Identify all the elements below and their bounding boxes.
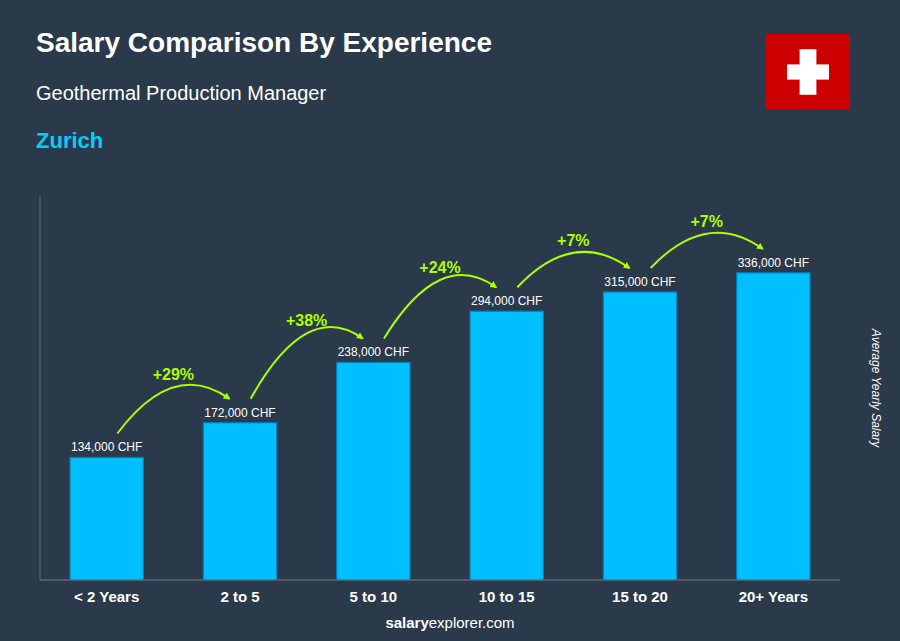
footer: salaryexplorer.com [385,614,514,631]
x-tick-label: 20+ Years [739,588,808,605]
bar [470,311,543,580]
chart: Salary Comparison By Experience Geotherma… [0,0,900,641]
y-axis-label: Average Yearly Salary [869,328,883,448]
data-label: 134,000 CHF [71,440,142,454]
growth-label: +38% [286,312,327,329]
data-label: 336,000 CHF [738,256,809,270]
x-tick-label: 15 to 20 [612,588,668,605]
x-axis-line [40,580,840,581]
city: Zurich [36,128,103,153]
x-tick-label: 10 to 15 [479,588,535,605]
bar [203,423,276,580]
growth-label: +7% [557,232,589,249]
bar [603,292,676,580]
footer-part: salary [385,614,429,631]
bars [70,273,810,580]
growth-label: +29% [153,366,194,383]
growth-arcs [117,233,762,434]
title: Salary Comparison By Experience [36,27,492,58]
flag-field [766,34,850,110]
data-label: 172,000 CHF [204,406,275,420]
bar [70,457,143,580]
growth-arc [517,252,629,287]
growth-arc [251,327,363,399]
footer-part: explorer.com [429,614,515,631]
x-tick-label: 5 to 10 [350,588,398,605]
bar [337,362,410,580]
x-tick-label: 2 to 5 [220,588,259,605]
growth-label: +24% [419,259,460,276]
growth-label: +7% [690,213,722,230]
bar [737,273,810,580]
growth-arc [384,275,496,338]
y-axis-line [40,196,41,580]
flag [766,34,850,110]
growth-arc [117,385,229,434]
flag-cross [787,64,829,79]
data-label: 315,000 CHF [604,275,675,289]
subtitle: Geothermal Production Manager [36,82,326,104]
data-label: 294,000 CHF [471,294,542,308]
background [0,0,900,641]
x-tick-label: < 2 Years [74,588,139,605]
growth-arc [651,233,763,268]
data-label: 238,000 CHF [338,345,409,359]
